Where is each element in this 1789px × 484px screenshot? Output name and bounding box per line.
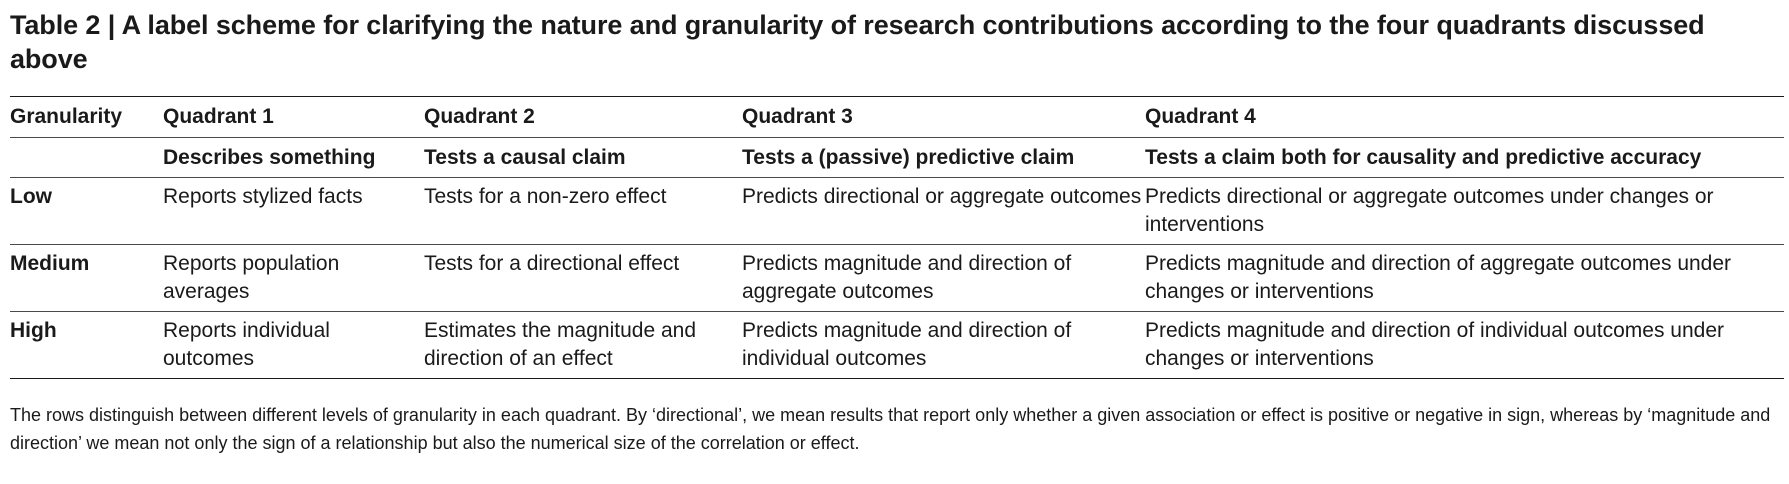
granularity-cell: High	[10, 311, 163, 379]
table-row-high: High Reports individual outcomes Estimat…	[10, 311, 1784, 379]
table-cell: Predicts directional or aggregate outcom…	[742, 177, 1145, 245]
subheader-quadrant-3: Tests a (passive) predictive claim	[742, 137, 1145, 178]
granularity-cell: Low	[10, 177, 163, 245]
table-cell: Tests for a directional effect	[424, 244, 742, 312]
table-cell: Reports individual outcomes	[163, 311, 424, 379]
table-cell: Estimates the magnitude and direction of…	[424, 311, 742, 379]
table-cell: Tests for a non-zero effect	[424, 177, 742, 245]
subheader-quadrant-1: Describes something	[163, 137, 424, 178]
subheader-quadrant-2: Tests a causal claim	[424, 137, 742, 178]
table-footnote: The rows distinguish between different l…	[10, 405, 1771, 453]
header-quadrant-1: Quadrant 1	[163, 96, 424, 138]
subheader-empty	[10, 137, 163, 178]
table-row-medium: Medium Reports population averages Tests…	[10, 244, 1784, 312]
table-subheader-row: Describes something Tests a causal claim…	[10, 137, 1784, 178]
table-label: Table 2	[10, 10, 101, 40]
header-quadrant-4: Quadrant 4	[1145, 96, 1784, 138]
caption-separator: |	[107, 10, 116, 40]
document-page: Table 2 | A label scheme for clarifying …	[10, 0, 1784, 453]
granularity-cell: Medium	[10, 244, 163, 312]
table-row-low: Low Reports stylized facts Tests for a n…	[10, 177, 1784, 245]
label-scheme-table: Granularity Quadrant 1 Quadrant 2 Quadra…	[10, 96, 1784, 379]
subheader-quadrant-4: Tests a claim both for causality and pre…	[1145, 137, 1784, 178]
table-header-row: Granularity Quadrant 1 Quadrant 2 Quadra…	[10, 96, 1784, 138]
table-cell: Reports population averages	[163, 244, 424, 312]
header-quadrant-3: Quadrant 3	[742, 96, 1145, 138]
table-cell: Predicts magnitude and direction of indi…	[1145, 311, 1784, 379]
table-cell: Predicts magnitude and direction of aggr…	[742, 244, 1145, 312]
table-title: A label scheme for clarifying the nature…	[10, 10, 1705, 74]
table-cell: Predicts directional or aggregate outcom…	[1145, 177, 1784, 245]
table-caption: Table 2 | A label scheme for clarifying …	[10, 8, 1784, 76]
table-cell: Predicts magnitude and direction of aggr…	[1145, 244, 1784, 312]
header-quadrant-2: Quadrant 2	[424, 96, 742, 138]
header-granularity: Granularity	[10, 96, 163, 138]
table-cell: Reports stylized facts	[163, 177, 424, 245]
table-cell: Predicts magnitude and direction of indi…	[742, 311, 1145, 379]
